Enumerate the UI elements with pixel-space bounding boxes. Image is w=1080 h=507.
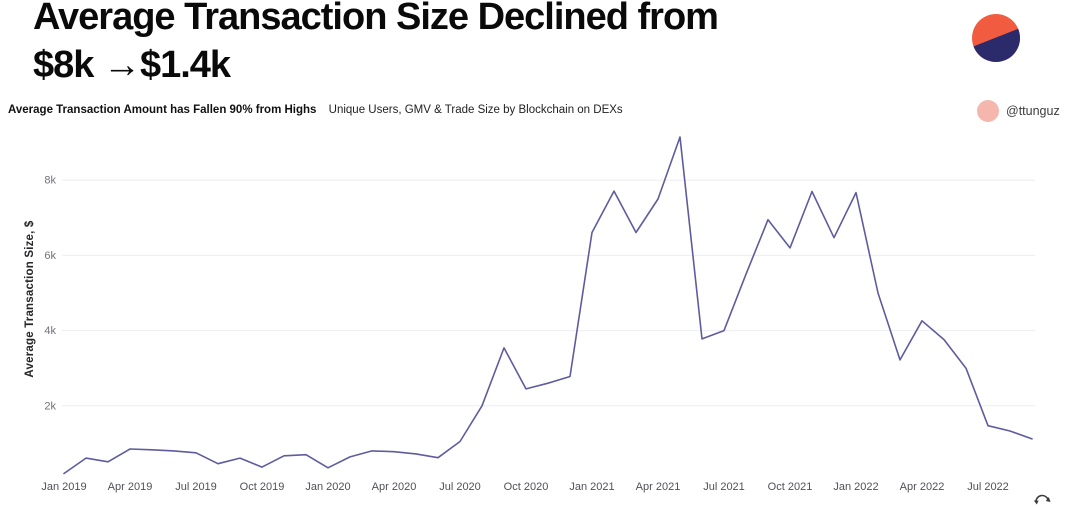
x-tick-label: Apr 2020	[372, 481, 417, 493]
x-tick-label: Jan 2022	[833, 481, 878, 493]
subtitle-regular-text: Unique Users, GMV & Trade Size by Blockc…	[328, 104, 623, 116]
x-tick-label: Oct 2019	[240, 481, 285, 493]
logo-navy-half	[972, 28, 1020, 62]
attribution-avatar-icon	[977, 100, 999, 122]
x-tick-label: Jul 2019	[175, 481, 217, 493]
attribution-badge: @ttunguz	[977, 100, 1060, 122]
attribution-handle: @ttunguz	[1006, 104, 1060, 118]
y-tick-label: 8k	[44, 175, 56, 187]
x-tick-label: Jul 2020	[439, 481, 481, 493]
y-tick-label: 2k	[44, 400, 56, 412]
y-tick-label: 6k	[44, 250, 56, 262]
subtitle-bold-text: Average Transaction Amount has Fallen 90…	[8, 104, 317, 116]
title-line-1: Average Transaction Size Declined from	[33, 0, 719, 38]
page-title: Average Transaction Size Declined from $…	[33, 0, 719, 89]
x-tick-label: Apr 2022	[900, 481, 945, 493]
x-tick-label: Jan 2020	[305, 481, 350, 493]
x-tick-label: Jul 2021	[703, 481, 745, 493]
trend-line	[63, 136, 1033, 475]
refresh-icon[interactable]	[1033, 489, 1051, 507]
x-tick-label: Oct 2020	[504, 481, 549, 493]
x-tick-label: Oct 2021	[768, 481, 813, 493]
x-tick-label: Jan 2019	[41, 481, 86, 493]
y-tick-label: 4k	[44, 325, 56, 337]
chart-subtitle: Average Transaction Amount has Fallen 90…	[8, 104, 623, 116]
x-tick-label: Apr 2021	[636, 481, 681, 493]
x-tick-label: Jan 2021	[569, 481, 614, 493]
brand-logo-icon	[972, 14, 1020, 62]
x-tick-label: Apr 2019	[108, 481, 153, 493]
title-line-2: $8k →$1.4k	[33, 44, 231, 86]
x-tick-label: Jul 2022	[967, 481, 1009, 493]
